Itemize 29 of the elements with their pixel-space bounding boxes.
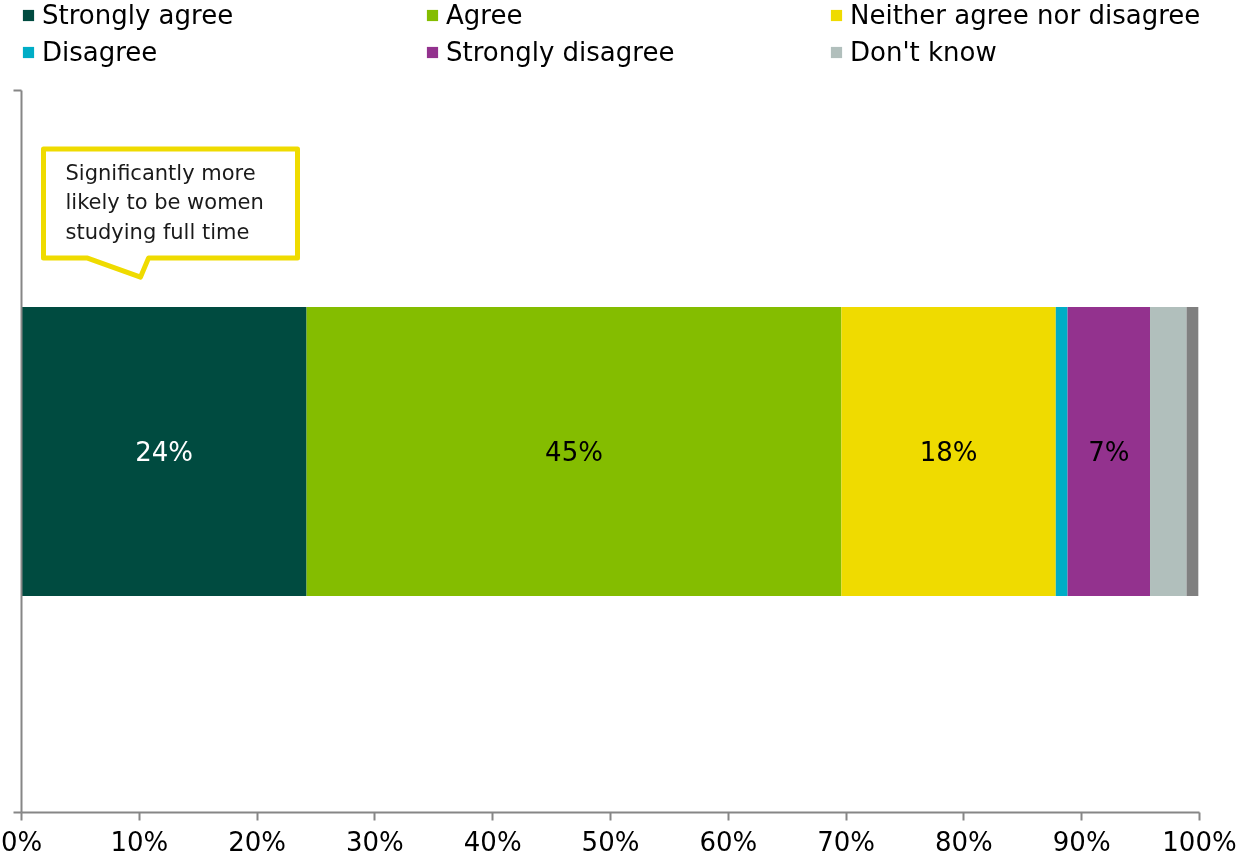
x-tick-label: 80% (935, 826, 993, 857)
x-tick-label: 0% (0, 826, 43, 857)
bar (1067, 307, 1151, 596)
bar (1150, 307, 1187, 596)
x-tick-label: 10% (110, 826, 169, 857)
data-label: 18% (919, 436, 978, 467)
x-tick-label: 30% (346, 826, 404, 857)
bar (1186, 307, 1199, 596)
bar (1055, 307, 1068, 596)
bar (841, 307, 1056, 596)
x-tick-label: 60% (699, 826, 758, 857)
bar (306, 307, 842, 596)
legend-label: Strongly disagree (446, 37, 676, 67)
annotation: Significantly more likely to be women studying full time (65, 161, 264, 244)
bar (21, 307, 307, 596)
x-tick-label: 100% (1162, 826, 1237, 857)
x-tick-label: 90% (1052, 826, 1111, 857)
legend-label: Disagree (42, 37, 159, 67)
legend-label: Strongly agree (42, 0, 235, 30)
legend-label: Agree (446, 0, 524, 30)
x-tick-label: 50% (581, 826, 640, 857)
legend-label: Don't know (850, 37, 998, 67)
data-label: 45% (545, 436, 603, 467)
x-tick-label: 70% (817, 826, 875, 857)
legend-label: Neither agree nor disagree (850, 0, 1200, 30)
x-tick-label: 20% (228, 826, 286, 857)
x-tick-label: 40% (463, 826, 522, 857)
data-label: 24% (135, 436, 193, 467)
data-label: 7% (1088, 436, 1130, 467)
